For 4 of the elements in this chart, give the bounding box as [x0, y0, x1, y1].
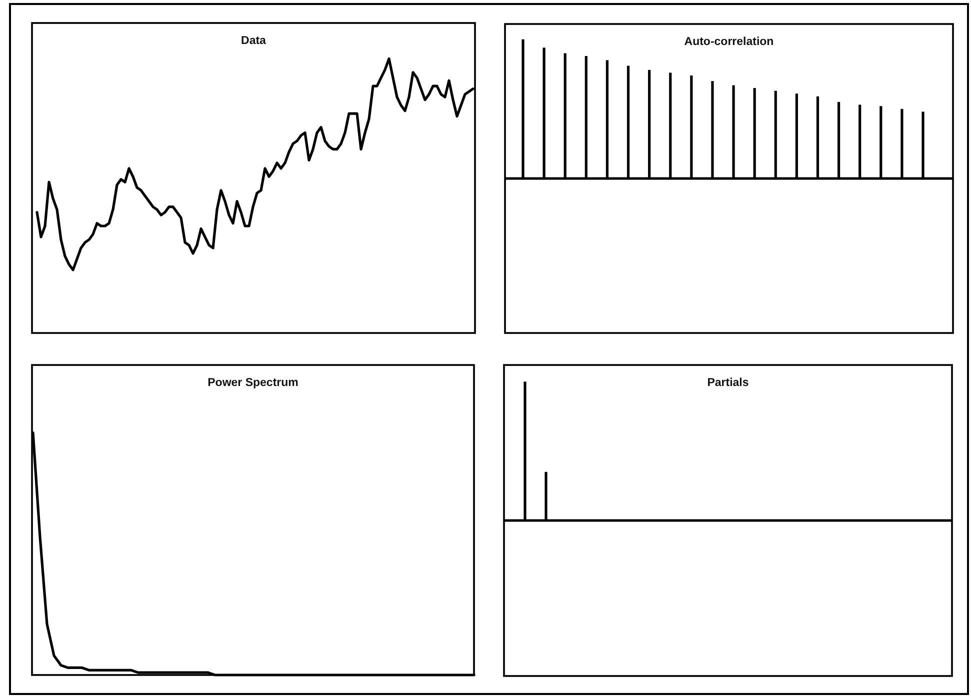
- chart-title: Partials: [707, 377, 749, 389]
- chart-title: Power Spectrum: [208, 377, 298, 389]
- chart-title: Auto-correlation: [684, 36, 774, 48]
- chart-title: Data: [241, 35, 267, 47]
